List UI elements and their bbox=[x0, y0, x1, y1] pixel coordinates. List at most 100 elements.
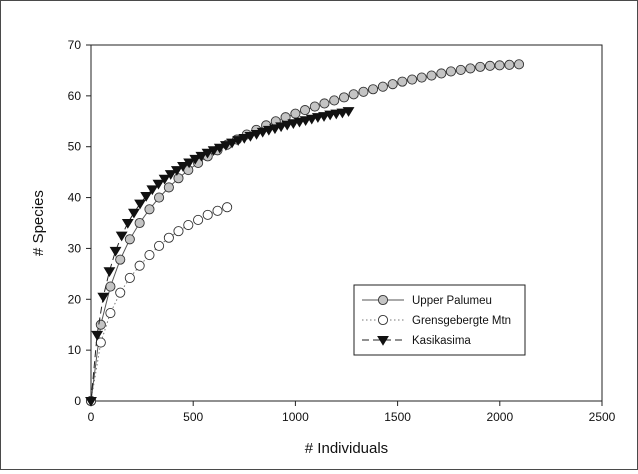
data-point bbox=[163, 182, 174, 193]
data-point bbox=[368, 84, 379, 95]
data-point bbox=[269, 124, 281, 135]
data-point bbox=[504, 59, 515, 70]
y-axis-title: # Species bbox=[30, 190, 47, 256]
data-point bbox=[416, 72, 427, 83]
data-point bbox=[299, 116, 312, 126]
data-point bbox=[475, 61, 486, 72]
legend-marker bbox=[377, 294, 389, 306]
data-point bbox=[115, 231, 128, 242]
data-point bbox=[445, 66, 456, 77]
data-point bbox=[250, 129, 263, 140]
legend: Upper Palumeu Grensgebergte Mtn Kasikasima bbox=[353, 284, 526, 356]
x-tick-label: 500 bbox=[183, 410, 203, 424]
y-tick-label: 20 bbox=[68, 292, 82, 306]
data-point bbox=[195, 151, 208, 162]
data-point bbox=[163, 232, 174, 243]
data-point bbox=[134, 260, 145, 271]
y-tick-label: 50 bbox=[68, 140, 82, 154]
y-tick-label: 70 bbox=[68, 38, 82, 52]
series-layer bbox=[85, 59, 525, 407]
x-tick-label: 1500 bbox=[384, 410, 411, 424]
data-point bbox=[358, 86, 369, 97]
data-point bbox=[513, 59, 525, 70]
x-tick-label: 2000 bbox=[486, 410, 513, 424]
data-point bbox=[103, 267, 116, 278]
data-point bbox=[290, 108, 301, 119]
data-point bbox=[309, 101, 320, 112]
data-point bbox=[134, 217, 145, 229]
data-point bbox=[124, 234, 135, 245]
data-point bbox=[342, 107, 355, 117]
data-point bbox=[262, 125, 275, 136]
data-point bbox=[336, 108, 349, 119]
legend-label: Grensgebergte Mtn bbox=[412, 315, 511, 327]
data-point bbox=[293, 117, 306, 128]
data-point bbox=[465, 63, 476, 74]
data-point bbox=[387, 79, 398, 90]
data-point bbox=[494, 60, 505, 71]
data-point bbox=[348, 89, 359, 100]
data-point bbox=[164, 170, 177, 180]
data-point bbox=[105, 281, 116, 292]
x-axis-title: # Individuals bbox=[305, 440, 388, 457]
data-point bbox=[202, 209, 213, 220]
series-grensgebergte-mtn bbox=[85, 202, 233, 407]
data-point bbox=[201, 148, 214, 159]
data-point bbox=[144, 204, 155, 215]
y-tick-label: 0 bbox=[74, 394, 81, 408]
data-point bbox=[212, 205, 223, 216]
data-point bbox=[97, 292, 110, 303]
data-point bbox=[115, 254, 126, 265]
data-point bbox=[319, 98, 330, 109]
data-point bbox=[238, 134, 251, 144]
y-tick-label: 30 bbox=[68, 241, 82, 255]
data-point bbox=[109, 246, 122, 257]
data-point bbox=[213, 143, 226, 154]
x-tick-label: 1000 bbox=[282, 410, 309, 424]
data-point bbox=[275, 122, 288, 133]
data-point bbox=[121, 218, 134, 229]
data-point bbox=[85, 396, 97, 407]
x-tick-label: 2500 bbox=[589, 410, 616, 424]
data-point bbox=[226, 138, 238, 149]
data-point bbox=[193, 214, 204, 225]
data-point bbox=[173, 173, 184, 184]
data-point bbox=[222, 202, 233, 213]
data-point bbox=[318, 112, 330, 122]
data-point bbox=[115, 287, 126, 298]
series-line bbox=[90, 206, 228, 402]
data-point bbox=[287, 119, 300, 130]
data-point bbox=[338, 92, 350, 103]
data-point bbox=[189, 154, 202, 165]
data-point bbox=[377, 81, 388, 92]
data-point bbox=[426, 70, 437, 81]
data-point bbox=[183, 158, 196, 169]
data-point bbox=[134, 199, 146, 210]
data-point bbox=[244, 131, 257, 142]
data-point bbox=[105, 307, 116, 319]
x-tick-label: 0 bbox=[88, 410, 95, 424]
data-point bbox=[299, 105, 311, 116]
legend-label: Upper Palumeu bbox=[412, 295, 492, 307]
data-point bbox=[91, 330, 104, 341]
data-point bbox=[173, 226, 184, 237]
data-point bbox=[207, 146, 220, 156]
data-point bbox=[170, 166, 183, 176]
data-point bbox=[232, 136, 245, 146]
data-point bbox=[124, 272, 135, 283]
y-tick-label: 40 bbox=[68, 191, 82, 205]
data-point bbox=[154, 240, 165, 251]
y-tick-label: 10 bbox=[68, 343, 82, 357]
data-point bbox=[95, 319, 106, 330]
series-kasikasima bbox=[85, 107, 355, 407]
data-point bbox=[152, 179, 165, 190]
data-point bbox=[455, 64, 466, 75]
legend-marker bbox=[377, 314, 389, 326]
data-point bbox=[281, 120, 294, 131]
data-point bbox=[436, 68, 447, 79]
axes: 0 500 1000 1500 2000 2500 0 10 20 30 40 50 60 70 bbox=[68, 38, 616, 424]
data-point bbox=[329, 95, 340, 106]
data-point bbox=[128, 208, 140, 219]
